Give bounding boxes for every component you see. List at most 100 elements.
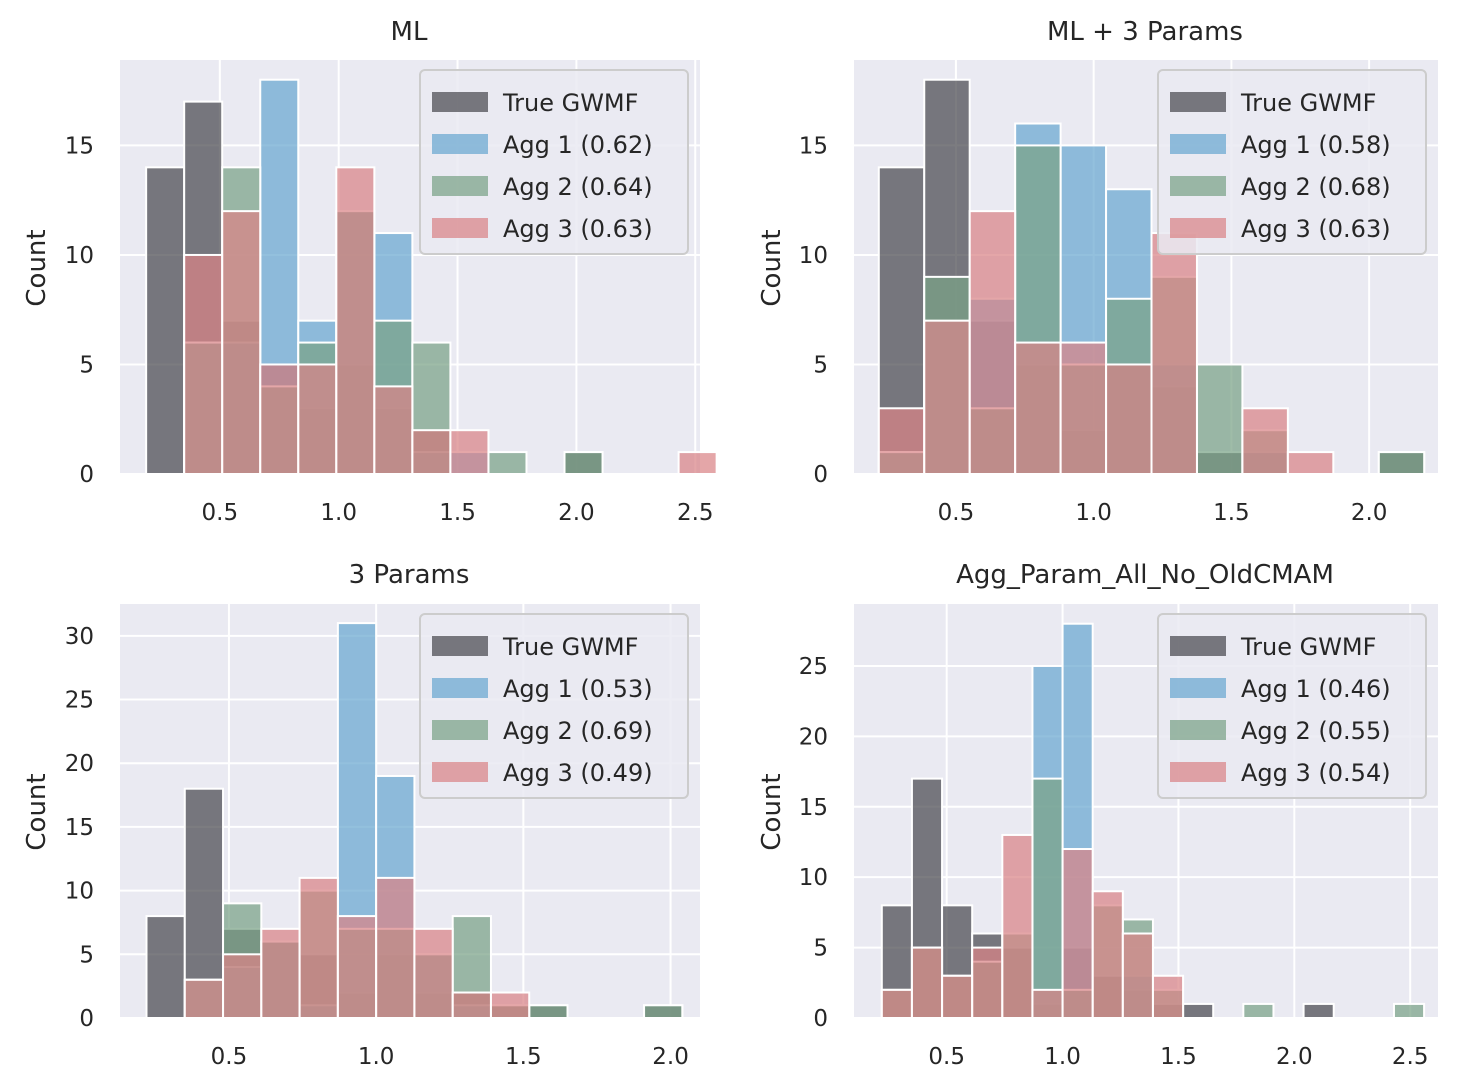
legend-swatch xyxy=(1170,720,1226,740)
x-tick-label: 1.5 xyxy=(505,1044,542,1070)
y-axis-label: Count xyxy=(757,773,787,850)
y-tick-label: 10 xyxy=(799,865,828,891)
y-tick-label: 15 xyxy=(65,815,94,841)
x-tick-label: 1.5 xyxy=(1160,1044,1197,1070)
panel-title: ML + 3 Params xyxy=(1047,17,1243,47)
panel-agg-param-all: Agg_Param_All_No_OldCMAM Count 0.5 1.0 1.5… xyxy=(757,560,1438,1070)
y-tick-label: 0 xyxy=(813,1006,828,1032)
legend-label: Agg 3 (0.54) xyxy=(1241,759,1391,787)
panel-title: Agg_Param_All_No_OldCMAM xyxy=(956,560,1334,590)
histogram-bar xyxy=(373,385,414,475)
histogram-bar xyxy=(968,210,1017,475)
x-tick-label: 1.0 xyxy=(320,500,357,526)
legend-label: Agg 3 (0.63) xyxy=(503,215,653,243)
histogram-bar xyxy=(1150,232,1198,475)
histogram-bar xyxy=(941,974,974,1020)
y-tick-label: 5 xyxy=(79,942,94,968)
histogram-bar xyxy=(677,451,718,476)
histogram-bar xyxy=(336,915,378,1019)
y-tick-label: 20 xyxy=(799,724,828,750)
y-tick-label: 0 xyxy=(79,462,94,488)
panel-3-params: 3 Params Count 0.5 1.0 1.5 2.0 0 5 10 15 20 25 30 T… xyxy=(22,560,700,1070)
y-tick-label: 15 xyxy=(799,795,828,821)
legend-swatch xyxy=(432,636,488,656)
histogram-bar xyxy=(1121,932,1154,1019)
x-tick-label: 0.5 xyxy=(938,500,975,526)
histogram-bar xyxy=(1014,341,1062,476)
legend: True GWMF Agg 1 (0.62) Agg 2 (0.64) Agg 3 (… xyxy=(419,69,689,255)
legend-swatch xyxy=(432,218,488,238)
legend-label: Agg 3 (0.49) xyxy=(503,759,653,787)
x-tick-label: 1.0 xyxy=(1075,500,1112,526)
legend-swatch xyxy=(432,134,488,154)
histogram-bar xyxy=(971,946,1004,1020)
histogram-bar xyxy=(1302,1002,1335,1020)
histogram-bar xyxy=(1105,363,1153,476)
legend-label: Agg 1 (0.53) xyxy=(503,675,653,703)
legend-frame xyxy=(419,613,689,799)
y-tick-label: 15 xyxy=(799,133,828,159)
histogram-bar xyxy=(563,451,604,476)
plot-area: 0.5 1.0 1.5 2.0 2.5 0 5 10 15 20 25 True GWMF Agg 1 … xyxy=(799,604,1438,1070)
x-tick-label: 1.0 xyxy=(358,1044,395,1070)
histogram-bar xyxy=(145,166,186,475)
legend-frame xyxy=(1157,69,1427,255)
x-tick-label: 2.0 xyxy=(1276,1044,1313,1070)
panel-title: 3 Params xyxy=(349,560,470,590)
y-tick-label: 25 xyxy=(799,654,828,680)
y-tick-label: 30 xyxy=(65,624,94,650)
histogram-bar xyxy=(1031,777,1064,1019)
histogram-bar xyxy=(1377,451,1426,476)
plot-area: 0.5 1.0 1.5 2.0 0 5 10 15 True GWMF Agg 1 (0.58) A… xyxy=(799,60,1438,526)
legend-swatch xyxy=(432,176,488,196)
legend-label: Agg 2 (0.64) xyxy=(503,173,653,201)
legend: True GWMF Agg 1 (0.53) Agg 2 (0.69) Agg 3 (… xyxy=(419,613,689,799)
histogram-bar xyxy=(413,927,454,1019)
legend-label: Agg 1 (0.62) xyxy=(503,131,653,159)
y-tick-label: 20 xyxy=(65,751,94,777)
legend-swatch xyxy=(1170,92,1226,112)
histogram-bar xyxy=(1091,890,1124,1020)
histogram-bar xyxy=(449,429,490,476)
legend-swatch xyxy=(432,678,488,698)
legend-label: True GWMF xyxy=(1240,633,1376,661)
histogram-bar xyxy=(1392,1002,1426,1020)
legend-swatch xyxy=(1170,636,1226,656)
histogram-bar xyxy=(183,253,224,475)
histogram-bar xyxy=(528,1004,569,1019)
histogram-bar xyxy=(183,978,225,1019)
legend-label: Agg 1 (0.58) xyxy=(1241,131,1391,159)
histogram-bar xyxy=(259,363,300,476)
panel-title: ML xyxy=(391,17,428,47)
y-tick-label: 5 xyxy=(813,936,828,962)
y-tick-label: 15 xyxy=(65,133,94,159)
panel-ml-3-params: ML + 3 Params Count 0.5 1.0 1.5 2.0 0 5 10 15 Tr… xyxy=(757,17,1438,526)
histogram-bar xyxy=(260,927,301,1019)
x-tick-label: 2.0 xyxy=(558,500,595,526)
legend-label: Agg 1 (0.46) xyxy=(1241,675,1391,703)
histogram-bar xyxy=(298,876,339,1020)
x-tick-label: 0.5 xyxy=(202,500,239,526)
y-tick-label: 10 xyxy=(799,243,828,269)
y-tick-label: 0 xyxy=(813,462,828,488)
histogram-bar xyxy=(335,166,376,475)
y-axis-label: Count xyxy=(22,773,52,850)
plot-area: 0.5 1.0 1.5 2.0 0 5 10 15 20 25 30 True GWMF Agg 1 (… xyxy=(65,604,700,1070)
x-tick-label: 2.0 xyxy=(652,1044,689,1070)
y-axis-label: Count xyxy=(22,229,52,306)
histogram-bar xyxy=(1195,363,1244,476)
histogram-bar xyxy=(222,953,263,1019)
x-tick-label: 0.5 xyxy=(211,1044,248,1070)
plot-area: 0.5 1.0 1.5 2.0 2.5 0 5 10 15 True GWMF Agg 1 (0.6… xyxy=(65,60,718,526)
y-tick-label: 0 xyxy=(79,1006,94,1032)
y-axis-label: Count xyxy=(757,229,787,306)
histogram-bar xyxy=(1241,407,1289,475)
legend: True GWMF Agg 1 (0.46) Agg 2 (0.55) Agg 3 (… xyxy=(1157,613,1427,799)
legend-swatch xyxy=(432,720,488,740)
histogram-bar xyxy=(880,988,913,1019)
y-tick-label: 25 xyxy=(65,688,94,714)
histogram-bar xyxy=(487,451,528,476)
histogram-bar xyxy=(877,407,926,475)
legend-swatch xyxy=(1170,762,1226,782)
